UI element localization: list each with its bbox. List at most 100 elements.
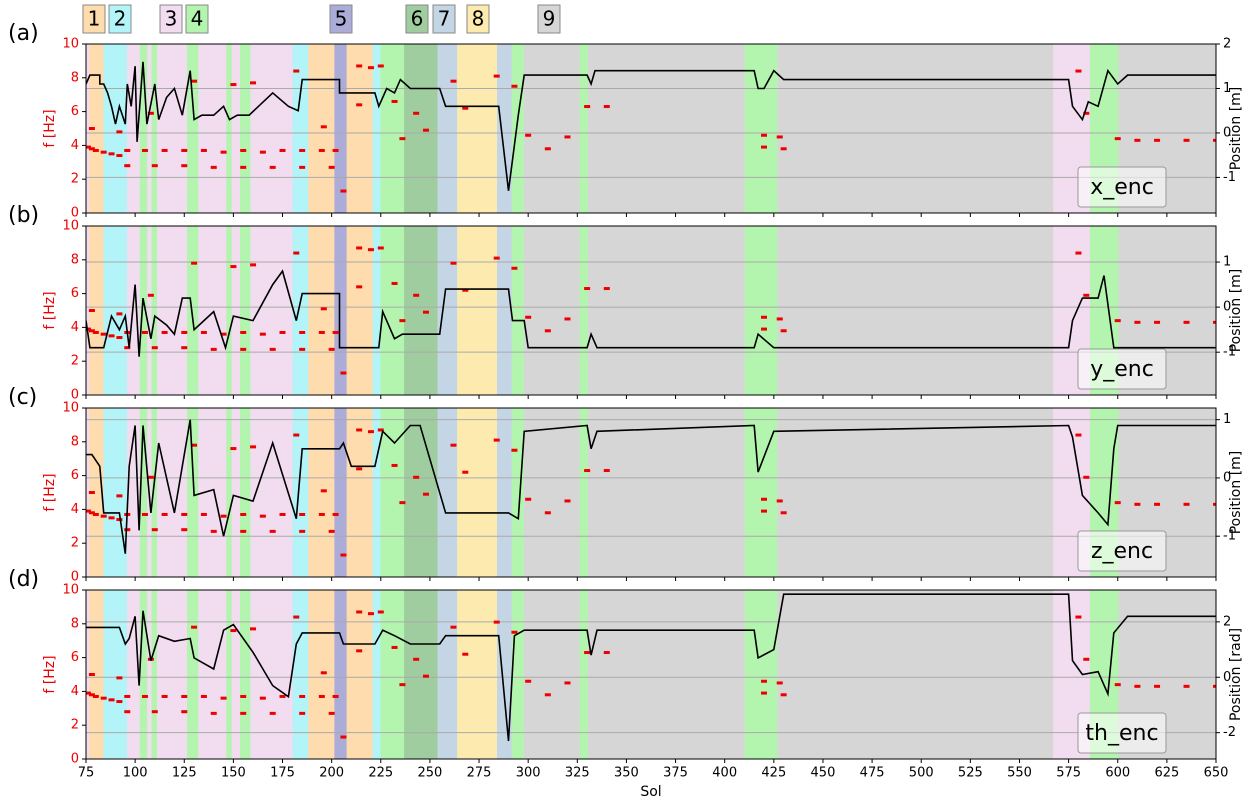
phase-band (346, 226, 374, 395)
annotation-box (1077, 712, 1167, 754)
freq-marker (293, 433, 300, 437)
freq-marker (377, 64, 384, 68)
y-axis-label: f [Hz] (42, 655, 58, 693)
position-line (86, 593, 1216, 742)
x-tick-label: 500 (909, 766, 934, 781)
freq-marker (320, 489, 327, 493)
y-tick-label: 6 (71, 468, 79, 483)
phase-band (151, 226, 157, 395)
freq-marker (181, 528, 188, 532)
phase-band (579, 226, 589, 395)
freq-marker (391, 645, 398, 649)
freq-marker (181, 148, 188, 152)
phase-legend-label: 3 (165, 7, 178, 31)
freq-marker (544, 147, 551, 151)
freq-marker (116, 676, 123, 680)
freq-marker (141, 330, 148, 334)
freq-marker (564, 135, 571, 139)
freq-marker (1154, 684, 1161, 688)
phase-band (437, 226, 458, 395)
freq-marker (230, 629, 237, 633)
freq-marker (511, 448, 518, 452)
phase-band (372, 44, 382, 213)
freq-marker (776, 135, 783, 139)
y2-tick-label: 0 (1223, 125, 1231, 140)
freq-marker (240, 165, 247, 169)
freq-marker (240, 347, 247, 351)
phase-legend-label: 9 (543, 7, 556, 31)
axes-frame (85, 225, 1217, 396)
y2-tick-label: 1 (1223, 255, 1231, 270)
y-tick-label: 0 (71, 206, 79, 221)
y-tick-label: 10 (62, 401, 79, 416)
phase-band (103, 408, 128, 577)
phase-band (151, 408, 157, 577)
freq-marker (356, 64, 363, 68)
phase-band (240, 590, 251, 759)
phase-band (346, 590, 374, 759)
phase-legend-label: 4 (191, 7, 204, 31)
freq-marker (88, 309, 95, 312)
freq-marker (100, 514, 107, 518)
freq-marker (210, 711, 217, 715)
freq-marker (293, 615, 300, 619)
y-tick-label: 10 (62, 583, 79, 598)
freq-marker (1075, 615, 1082, 619)
freq-marker (1183, 684, 1190, 688)
freq-marker (413, 111, 420, 115)
phase-band (197, 590, 227, 759)
freq-marker (1183, 502, 1190, 506)
freq-marker (92, 694, 99, 698)
freq-marker (544, 329, 551, 333)
freq-marker (86, 145, 91, 149)
y-tick-label: 6 (71, 104, 79, 119)
freq-marker (761, 315, 767, 319)
freq-marker (1114, 319, 1121, 323)
freq-marker (200, 330, 207, 334)
freq-marker (299, 148, 306, 152)
freq-marker (328, 711, 335, 715)
freq-marker (220, 696, 227, 700)
freq-marker (564, 681, 571, 685)
phase-legend-box (466, 4, 490, 34)
freq-marker (584, 287, 591, 291)
phase-band (240, 408, 251, 577)
freq-marker (318, 330, 325, 334)
freq-marker (269, 165, 276, 169)
phase-band (249, 44, 293, 213)
freq-marker (151, 528, 158, 532)
position-line (86, 269, 1216, 357)
phase-band (380, 590, 405, 759)
phase-band (249, 408, 293, 577)
phase-band (346, 44, 374, 213)
annotation-box (1077, 166, 1167, 208)
phase-band (587, 226, 745, 395)
phase-band (186, 44, 199, 213)
freq-marker (181, 710, 188, 714)
freq-marker (250, 627, 257, 631)
phase-legend-label: 1 (88, 7, 101, 31)
freq-marker (230, 83, 237, 87)
freq-marker (116, 336, 123, 340)
phase-band (457, 590, 497, 759)
phase-band (146, 590, 153, 759)
freq-marker (1134, 684, 1141, 688)
freq-marker (340, 553, 347, 557)
freq-marker (318, 148, 325, 152)
y-tick-label: 2 (71, 354, 79, 369)
freq-marker (100, 696, 107, 700)
phase-band (231, 226, 241, 395)
freq-marker (108, 516, 115, 520)
freq-marker (299, 694, 306, 698)
y-axis-label: f [Hz] (42, 291, 58, 329)
freq-marker (340, 371, 347, 375)
phase-legend-box (185, 4, 209, 34)
phase-band (197, 44, 227, 213)
freq-marker (422, 492, 429, 496)
phase-band (127, 226, 141, 395)
freq-marker (391, 463, 398, 467)
freq-marker (391, 281, 398, 285)
freq-marker (191, 625, 198, 629)
